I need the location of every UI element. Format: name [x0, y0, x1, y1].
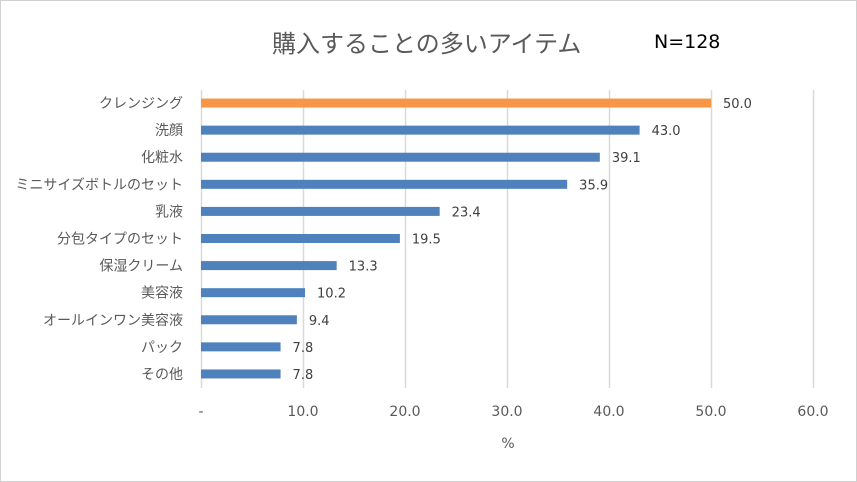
category-label: 洗顔 — [155, 123, 183, 139]
data-label: 13.3 — [349, 260, 378, 275]
bar — [201, 288, 306, 298]
sample-size-label: N=128 — [654, 31, 721, 53]
category-label: パック — [141, 340, 183, 356]
x-tick-label: 10.0 — [287, 404, 318, 420]
data-label: 35.9 — [579, 178, 608, 193]
gridlines — [200, 90, 815, 388]
data-label: 23.4 — [452, 205, 481, 220]
category-label: ミニサイズボトルのセット — [15, 177, 183, 193]
data-label: 19.5 — [412, 233, 441, 248]
x-tick-label: 30.0 — [491, 404, 522, 420]
bar — [201, 125, 640, 135]
data-label: 7.8 — [293, 368, 314, 383]
bar — [201, 342, 281, 352]
x-tick-label: 40.0 — [593, 404, 624, 420]
x-tick-label: 50.0 — [695, 404, 726, 420]
bar — [201, 234, 400, 243]
data-label: 9.4 — [309, 314, 330, 329]
bar — [201, 261, 337, 271]
category-label: クレンジング — [99, 96, 183, 112]
category-label: オールインワン美容液 — [43, 312, 183, 329]
data-labels: 50.0 43.0 39.1 35.9 23.4 19.5 13.310.2 9.4 7.8 7.… — [293, 97, 752, 383]
x-tick-label: - — [198, 404, 203, 420]
bar — [201, 369, 281, 379]
data-label: 10.2 — [317, 287, 346, 302]
category-label: その他 — [141, 367, 183, 383]
x-tick-labels: - 10.0 20.0 30.0 40.0 50.0 60.0 — [198, 404, 828, 420]
chart-title: 購入することの多いアイテム — [272, 30, 582, 58]
category-label: 分包タイプのセット — [57, 232, 183, 248]
bar — [201, 98, 711, 108]
bars — [201, 98, 711, 379]
category-labels: クレンジング洗顔化粧水ミニサイズボトルのセット乳液分包タイプのセット保湿クリーム… — [15, 96, 183, 383]
x-tick-label: 20.0 — [389, 404, 420, 420]
data-label: 43.0 — [652, 124, 681, 139]
data-label: 7.8 — [293, 341, 314, 356]
x-tick-label: 60.0 — [797, 404, 828, 420]
data-label: 39.1 — [612, 151, 641, 166]
bar — [201, 315, 297, 325]
category-label: 美容液 — [141, 285, 183, 302]
category-label: 保湿クリーム — [99, 259, 183, 275]
category-label: 乳液 — [155, 204, 183, 220]
bar — [201, 152, 600, 162]
bar — [201, 179, 568, 189]
bar — [201, 206, 440, 216]
category-label: 化粧水 — [141, 150, 183, 166]
x-axis-title: % — [501, 436, 514, 452]
data-label: 50.0 — [723, 97, 752, 112]
